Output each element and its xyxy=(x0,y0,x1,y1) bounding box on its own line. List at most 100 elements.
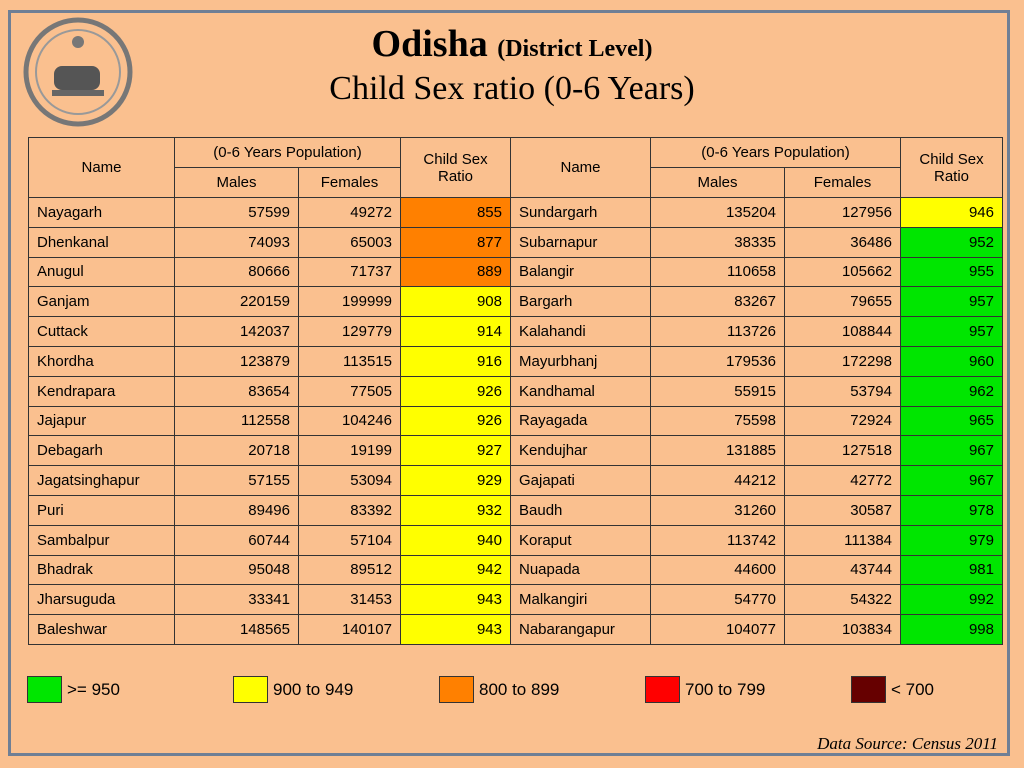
ratio-cell: 981 xyxy=(900,554,1003,586)
table-row: Ganjam 220159 199999 908 Bargarh 83267 79655 95… xyxy=(28,286,1003,318)
legend-swatch xyxy=(233,676,268,703)
males-cell: 38335 xyxy=(650,226,785,258)
females-cell: 89512 xyxy=(298,554,401,586)
table-row: Baleshwar 148565 140107 943 Nabarangapur 1040… xyxy=(28,614,1003,645)
males-cell: 148565 xyxy=(174,614,299,645)
males-cell: 75598 xyxy=(650,405,785,437)
males-cell: 44212 xyxy=(650,465,785,496)
females-cell: 129779 xyxy=(298,316,401,347)
table-row: Jajapur 112558 104246 926 Rayagada 75598 72924… xyxy=(28,405,1003,437)
males-cell: 89496 xyxy=(174,494,299,526)
district-name: Nuapada xyxy=(510,554,651,586)
females-cell: 127956 xyxy=(784,197,901,228)
ratio-cell: 916 xyxy=(400,345,511,377)
females-cell: 199999 xyxy=(298,286,401,318)
females-cell: 49272 xyxy=(298,197,401,228)
legend-swatch xyxy=(851,676,886,703)
males-cell: 112558 xyxy=(174,405,299,437)
ratio-cell: 940 xyxy=(400,524,511,556)
ratio-cell: 932 xyxy=(400,494,511,526)
header-cell: Females xyxy=(784,167,901,198)
district-name: Mayurbhanj xyxy=(510,345,651,377)
legend-item: 900 to 949 xyxy=(233,676,433,704)
frame xyxy=(8,10,1010,756)
males-cell: 55915 xyxy=(650,375,785,407)
district-name: Bhadrak xyxy=(28,554,175,586)
source: Data Source: Census 2011 xyxy=(817,734,998,753)
legend-item: 800 to 899 xyxy=(439,676,639,704)
ratio-cell: 929 xyxy=(400,465,511,496)
legend-label: < 700 xyxy=(891,680,935,699)
males-cell: 54770 xyxy=(650,584,785,616)
males-cell: 104077 xyxy=(650,614,785,645)
ratio-cell: 955 xyxy=(900,256,1003,288)
district-name: Baleshwar xyxy=(28,614,175,645)
ratio-cell: 926 xyxy=(400,375,511,407)
header-cell: (0-6 Years Population) xyxy=(174,137,401,168)
ratio-cell: 877 xyxy=(400,226,511,258)
ratio-cell: 946 xyxy=(900,197,1003,228)
males-cell: 83267 xyxy=(650,286,785,318)
subtitle: Child Sex ratio (0-6 Years) xyxy=(329,70,695,107)
males-cell: 123879 xyxy=(174,345,299,377)
district-name: Sambalpur xyxy=(28,524,175,556)
district-name: Kalahandi xyxy=(510,316,651,347)
ratio-cell: 967 xyxy=(900,465,1003,496)
males-cell: 220159 xyxy=(174,286,299,318)
district-name: Jharsuguda xyxy=(28,584,175,616)
females-cell: 77505 xyxy=(298,375,401,407)
ratio-cell: 978 xyxy=(900,494,1003,526)
district-name: Khordha xyxy=(28,345,175,377)
legend-item: >= 950 xyxy=(27,676,227,704)
ratio-cell: 926 xyxy=(400,405,511,437)
header-cell: Males xyxy=(650,167,785,198)
district-name: Kandhamal xyxy=(510,375,651,407)
header-cell: Name xyxy=(28,137,175,198)
ratio-cell: 967 xyxy=(900,435,1003,467)
females-cell: 105662 xyxy=(784,256,901,288)
ratio-cell: 998 xyxy=(900,614,1003,645)
males-cell: 74093 xyxy=(174,226,299,258)
females-cell: 172298 xyxy=(784,345,901,377)
header-cell: Males xyxy=(174,167,299,198)
females-cell: 53094 xyxy=(298,465,401,496)
district-name: Malkangiri xyxy=(510,584,651,616)
ratio-cell: 943 xyxy=(400,584,511,616)
header-cell: Child Sex Ratio xyxy=(400,137,511,198)
legend-item: < 700 xyxy=(851,676,1024,704)
ratio-cell: 952 xyxy=(900,226,1003,258)
district-name: Rayagada xyxy=(510,405,651,437)
ratio-cell: 957 xyxy=(900,316,1003,347)
legend-swatch xyxy=(439,676,474,703)
district-name: Baudh xyxy=(510,494,651,526)
district-name: Kendujhar xyxy=(510,435,651,467)
table-row: Jharsuguda 33341 31453 943 Malkangiri 54770 54… xyxy=(28,584,1003,616)
males-cell: 20718 xyxy=(174,435,299,467)
district-name: Bargarh xyxy=(510,286,651,318)
females-cell: 42772 xyxy=(784,465,901,496)
ratio-cell: 992 xyxy=(900,584,1003,616)
table-row: Kendrapara 83654 77505 926 Kandhamal 55915 537… xyxy=(28,375,1003,407)
district-name: Jagatsinghapur xyxy=(28,465,175,496)
males-cell: 179536 xyxy=(650,345,785,377)
females-cell: 54322 xyxy=(784,584,901,616)
ratio-cell: 962 xyxy=(900,375,1003,407)
table-row: Khordha 123879 113515 916 Mayurbhanj 179536 17… xyxy=(28,345,1003,377)
ratio-cell: 960 xyxy=(900,345,1003,377)
females-cell: 36486 xyxy=(784,226,901,258)
females-cell: 31453 xyxy=(298,584,401,616)
ratio-cell: 942 xyxy=(400,554,511,586)
males-cell: 57599 xyxy=(174,197,299,228)
females-cell: 19199 xyxy=(298,435,401,467)
ratio-cell: 908 xyxy=(400,286,511,318)
table-row: Cuttack 142037 129779 914 Kalahandi 113726 108… xyxy=(28,316,1003,347)
legend-swatch xyxy=(645,676,680,703)
ratio-cell: 957 xyxy=(900,286,1003,318)
males-cell: 33341 xyxy=(174,584,299,616)
district-name: Ganjam xyxy=(28,286,175,318)
table-row: Puri 89496 83392 932 Baudh 31260 30587 978 xyxy=(28,494,1003,526)
data-table: Name (0-6 Years Population) Child Sex Ra… xyxy=(28,137,1003,645)
table-row: Anugul 80666 71737 889 Balangir 110658 105662 9… xyxy=(28,256,1003,288)
header-cell: (0-6 Years Population) xyxy=(650,137,901,168)
